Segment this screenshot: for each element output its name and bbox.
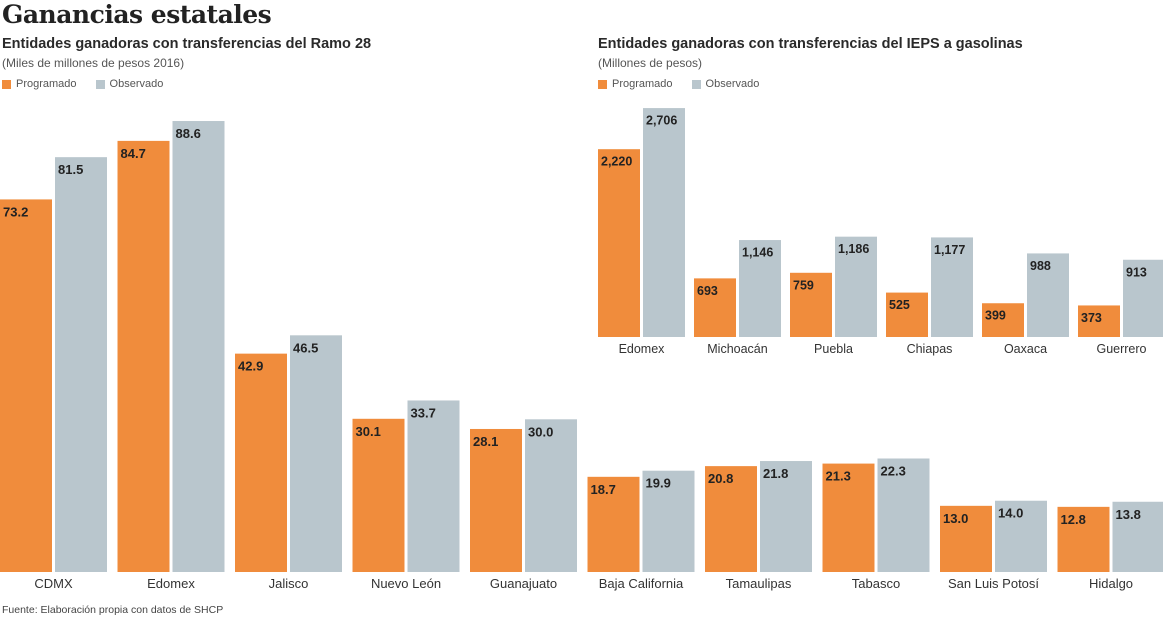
chart2-subtitle: (Millones de pesos) (598, 56, 703, 70)
category-label: Guanajuato (490, 576, 557, 591)
data-label: 21.8 (763, 466, 788, 481)
bar-programado (1078, 305, 1120, 337)
category-label: Nuevo León (371, 576, 441, 591)
bar-observado (760, 461, 812, 572)
data-label: 22.3 (881, 463, 906, 478)
data-label: 19.9 (646, 476, 671, 491)
chart1-legend: Programado Observado (2, 78, 163, 90)
data-label: 1,177 (934, 243, 965, 257)
data-label: 42.9 (238, 359, 263, 374)
bar-observado (55, 157, 107, 573)
category-label: Puebla (814, 342, 853, 356)
data-label: 28.1 (473, 434, 498, 449)
legend-swatch-observado (691, 79, 701, 89)
data-label: 46.5 (293, 340, 318, 355)
data-label: 1,186 (838, 242, 869, 256)
chart1-title: Entidades ganadoras con transferencias d… (2, 36, 372, 52)
category-label: Tamaulipas (726, 576, 792, 591)
chart1-subtitle: (Miles de millones de pesos 2016) (2, 56, 185, 70)
bar-programado (886, 292, 928, 337)
category-label: Oaxaca (1004, 342, 1047, 356)
bar-programado (117, 140, 170, 572)
category-label: San Luis Potosí (948, 576, 1039, 591)
bar-observado (1027, 253, 1069, 337)
bar-observado (172, 121, 225, 572)
bar-programado (235, 353, 287, 572)
data-label: 12.8 (1061, 512, 1086, 527)
data-label: 33.7 (411, 405, 436, 420)
data-label: 14.0 (998, 506, 1023, 521)
bar-observado (877, 458, 930, 572)
legend-label-programado: Programado (612, 78, 673, 90)
data-label: 913 (1126, 265, 1147, 279)
source-note: Fuente: Elaboración propia con datos de … (2, 604, 224, 616)
bar-programado (470, 428, 522, 572)
bar-programado (1057, 506, 1110, 572)
category-label: Tabasco (852, 576, 900, 591)
bar-observado (525, 419, 577, 572)
data-label: 2,220 (601, 155, 632, 169)
data-label: 73.2 (3, 204, 28, 219)
bar-observado (290, 335, 342, 572)
data-label: 13.8 (1116, 507, 1141, 522)
chart2-title: Entidades ganadoras con transferencias d… (598, 36, 1023, 52)
category-label: Michoacán (707, 342, 767, 356)
category-label: Edomex (147, 576, 195, 591)
bar-programado (790, 272, 832, 337)
bar-programado (940, 505, 992, 572)
legend-swatch-programado (2, 79, 11, 89)
bar-observado (739, 240, 781, 337)
data-label: 759 (793, 278, 814, 292)
bar-programado (705, 466, 757, 572)
legend-label-observado: Observado (705, 78, 760, 90)
bar-programado (352, 418, 405, 572)
legend-swatch-programado (598, 79, 607, 89)
legend-label-observado: Observado (109, 78, 164, 90)
bar-observado (835, 236, 877, 337)
bar-programado (587, 476, 640, 572)
bar-programado (598, 149, 640, 337)
bar-observado (1123, 259, 1163, 337)
data-label: 1,146 (742, 246, 773, 260)
data-label: 13.0 (943, 511, 968, 526)
data-label: 399 (985, 309, 1006, 323)
bar-observado (931, 237, 973, 337)
data-label: 21.3 (826, 469, 851, 484)
bar-observado (642, 470, 695, 572)
data-label: 693 (697, 284, 718, 298)
legend-swatch-observado (95, 79, 105, 89)
bar-programado (694, 278, 736, 337)
data-label: 373 (1081, 311, 1102, 325)
legend-label-programado: Programado (16, 78, 77, 90)
data-label: 988 (1030, 259, 1051, 273)
page-title: Ganancias estatales (2, 0, 272, 29)
bar-observado (407, 400, 460, 572)
bar-programado (982, 303, 1024, 337)
category-label: CDMX (34, 576, 73, 591)
data-label: 81.5 (58, 162, 83, 177)
chart2-legend: Programado Observado (598, 78, 759, 90)
bar-programado (822, 463, 875, 572)
category-label: Jalisco (269, 576, 309, 591)
data-label: 18.7 (591, 482, 616, 497)
data-label: 30.1 (356, 424, 381, 439)
data-label: 20.8 (708, 471, 733, 486)
bar-observado (1112, 501, 1163, 572)
category-label: Edomex (619, 342, 666, 356)
category-label: Baja California (599, 576, 684, 591)
bar-programado (0, 199, 52, 573)
bar-observado (643, 108, 685, 337)
bar-observado (995, 500, 1047, 572)
category-label: Guerrero (1096, 342, 1146, 356)
data-label: 525 (889, 298, 910, 312)
data-label: 30.0 (528, 424, 553, 439)
category-label: Hidalgo (1089, 576, 1133, 591)
data-label: 2,706 (646, 114, 677, 128)
data-label: 88.6 (176, 126, 201, 141)
category-label: Chiapas (907, 342, 953, 356)
data-label: 84.7 (121, 146, 146, 161)
